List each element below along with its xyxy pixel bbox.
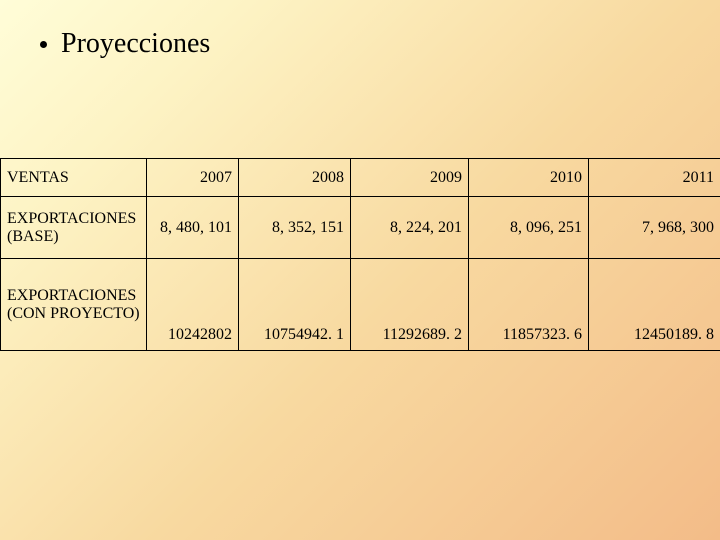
row-label-base: EXPORTACIONES (BASE) [1, 197, 147, 259]
cell: 10242802 [147, 259, 239, 351]
table-row: EXPORTACIONES (BASE) 8, 480, 101 8, 352,… [1, 197, 720, 259]
table-header-row: VENTAS 2007 2008 2009 2010 2011 [1, 159, 720, 197]
row-label-con-proyecto: EXPORTACIONES (CON PROYECTO) [1, 259, 147, 351]
col-header-ventas: VENTAS [1, 159, 147, 197]
cell: 8, 096, 251 [469, 197, 589, 259]
cell: 8, 352, 151 [239, 197, 351, 259]
col-header-2008: 2008 [239, 159, 351, 197]
cell: 11292689. 2 [351, 259, 469, 351]
cell: 8, 480, 101 [147, 197, 239, 259]
bullet-heading: Proyecciones [40, 28, 210, 60]
bullet-text: Proyecciones [61, 28, 210, 60]
col-header-2011: 2011 [589, 159, 720, 197]
cell: 8, 224, 201 [351, 197, 469, 259]
col-header-2007: 2007 [147, 159, 239, 197]
projections-table: VENTAS 2007 2008 2009 2010 2011 EXPORTAC… [0, 158, 720, 351]
cell: 10754942. 1 [239, 259, 351, 351]
cell: 12450189. 8 [589, 259, 720, 351]
table-row: EXPORTACIONES (CON PROYECTO) 10242802 10… [1, 259, 720, 351]
cell: 11857323. 6 [469, 259, 589, 351]
col-header-2009: 2009 [351, 159, 469, 197]
projections-table-wrap: VENTAS 2007 2008 2009 2010 2011 EXPORTAC… [0, 158, 720, 351]
bullet-dot-icon [40, 41, 47, 48]
col-header-2010: 2010 [469, 159, 589, 197]
cell: 7, 968, 300 [589, 197, 720, 259]
